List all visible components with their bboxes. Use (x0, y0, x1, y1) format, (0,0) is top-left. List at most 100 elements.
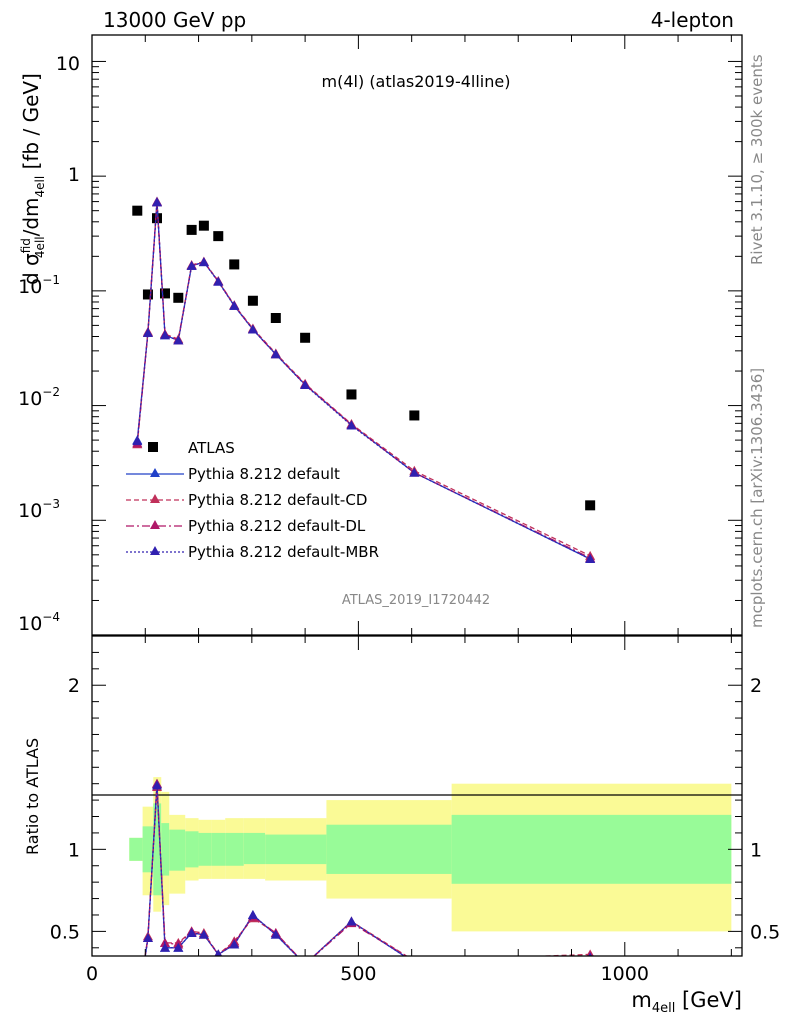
ratio-y-tick-label-right: 1 (750, 839, 762, 861)
ratio-point-pythia-8-212-default-mbr (173, 942, 184, 952)
ratio-y-axis-label: Ratio to ATLAS (23, 738, 42, 855)
mcplots-side-label: mcplots.cern.ch [arXiv:1306.3436] (748, 368, 766, 628)
ratio-point-pythia-8-212-default-mbr (247, 909, 258, 919)
top-point-atlas (159, 288, 170, 299)
x-axis-label: m4ell [GeV] (631, 988, 742, 1016)
inner-band-bin (185, 831, 199, 868)
ratio-point-pythia-8-212-default-mbr (300, 959, 310, 968)
y-tick-1e-1: 10−1 (18, 273, 60, 298)
ratio-point-pythia-8-212-default-mbr (132, 1007, 142, 1016)
top-point-atlas (132, 205, 143, 216)
ratio-point-pythia-8-212-default-mbr (152, 780, 162, 790)
ratio-point-pythia-8-212-default-dl (132, 1007, 142, 1016)
legend-marker-default (150, 468, 160, 477)
top-panel-frame (91, 34, 743, 636)
ylabel-part-3: /dm (19, 197, 43, 236)
top-point-pythia-8-212-default-mbr (247, 324, 258, 334)
inner-band-bin (161, 823, 170, 876)
top-y-axis-label: d σfid4ell/dm4ell [fb / GeV] (19, 73, 47, 285)
top-point-pythia-8-212-default-mbr (198, 257, 209, 267)
ratio-point-pythia-8-212-default-mbr (346, 916, 357, 926)
ratio-panel-frame (91, 635, 743, 957)
ylabel-part-0: d σ (19, 253, 43, 285)
legend-label-default-mbr: Pythia 8.212 default-MBR (188, 543, 379, 561)
top-point-pythia-8-212-default-mbr (270, 349, 281, 359)
x-tick-label: 0 (86, 963, 98, 985)
top-point-pythia-8-212-default-mbr (213, 276, 224, 286)
xlabel-part-0: m (631, 988, 651, 1012)
top-point-pythia-8-212-default-mbr (346, 420, 357, 430)
top-point-atlas (213, 231, 224, 242)
ratio-point-pythia-8-212-default (132, 1007, 142, 1016)
legend: ATLAS Pythia 8.212 default Pythia 8.212 … (126, 439, 379, 561)
xlabel-part-2: [GeV] (675, 988, 742, 1012)
y-tick-1e-2-base: 10 (18, 388, 42, 410)
top-point-atlas (270, 312, 281, 323)
y-tick-1e-4-exp: −4 (42, 610, 60, 624)
y-tick-1e-1-base: 10 (18, 276, 42, 298)
ylabel-part-2: 4ell (33, 236, 47, 258)
top-point-atlas (300, 332, 311, 343)
ratio-point-pythia-8-212-default-mbr (588, 952, 593, 956)
top-point-pythia-8-212-default-mbr (159, 330, 170, 340)
top-point-pythia-8-212-default-mbr (152, 197, 162, 207)
inner-band-bin (265, 834, 327, 865)
ratio-point-pythia-8-212-default-mbr (409, 958, 419, 967)
x-tick-label: 500 (340, 963, 376, 985)
top-point-atlas (247, 295, 258, 306)
top-point-pythia-8-212-default-mbr (229, 300, 240, 310)
inner-band-bin (211, 832, 226, 866)
y-tick-10: 10 (56, 53, 80, 75)
legend-marker-default-mbr (150, 546, 160, 555)
y-tick-1e-3-exp: −3 (42, 497, 60, 511)
ratio-y-tick-label-right: 2 (750, 675, 762, 697)
ratio-tick-labels: 0.5 0.5 1 1 2 2 0 500 1000 (50, 675, 780, 985)
top-point-atlas (346, 389, 357, 400)
top-point-atlas (229, 259, 240, 270)
inner-band-bin (326, 824, 452, 874)
legend-marker-default-dl (150, 520, 160, 529)
top-point-atlas (198, 220, 209, 231)
header-left-label: 13000 GeV pp (103, 8, 246, 32)
top-point-atlas (152, 213, 162, 224)
ratio-y-tick-label-left: 2 (68, 675, 80, 697)
ratio-point-pythia-8-212-default-mbr (229, 939, 240, 949)
inner-band-bin (225, 832, 244, 866)
ratio-uncertainty-bands (129, 777, 732, 932)
y-tick-1e-1-exp: −1 (42, 273, 60, 287)
ratio-point-pythia-8-212-default-mbr (142, 932, 153, 942)
y-tick-1: 1 (68, 164, 80, 186)
ratio-point-pythia-8-212-default-mbr (186, 928, 197, 938)
ratio-point-pythia-8-212-default-dl (414, 955, 415, 956)
top-point-pythia-8-212-default-mbr (142, 327, 153, 337)
ratio-point-pythia-8-212-default-dl (300, 959, 310, 968)
ratio-point-pythia-8-212-default (300, 959, 310, 968)
top-point-pythia-8-212-default-mbr (132, 436, 143, 446)
ratio-point-pythia-8-212-default-cd (132, 1007, 142, 1016)
top-point-atlas (409, 410, 420, 421)
y-tick-1e-3: 10−3 (18, 497, 60, 522)
top-point-pythia-8-212-default-mbr (186, 260, 197, 270)
top-point-atlas (186, 224, 197, 235)
top-point-pythia-8-212-default-mbr (173, 335, 184, 345)
rivet-side-label: Rivet 3.1.10, ≥ 300k events (748, 54, 766, 265)
top-series-layer (132, 196, 596, 563)
ratio-y-tick-label-right: 0.5 (750, 921, 780, 943)
top-point-atlas (585, 500, 596, 511)
ylabel-part-1: fid (19, 238, 33, 253)
legend-label-atlas: ATLAS (188, 439, 235, 457)
ratio-y-tick-label-left: 0.5 (50, 921, 80, 943)
ratio-point-pythia-8-212-default-mbr (159, 942, 170, 952)
ratio-point-pythia-8-212-default-mbr (198, 929, 209, 939)
y-tick-1e-4-base: 10 (18, 613, 42, 635)
y-tick-1e-3-base: 10 (18, 500, 42, 522)
top-point-pythia-8-212-default-mbr (585, 553, 596, 563)
ratio-point-pythia-8-212-default-cd (414, 955, 415, 956)
top-chart-title: m(4l) (atlas2019-4lline) (322, 72, 511, 91)
inner-band-bin (153, 803, 162, 896)
top-point-pythia-8-212-default-mbr (300, 380, 311, 390)
xlabel-part-1: 4ell (652, 1001, 676, 1016)
legend-label-default-cd: Pythia 8.212 default-CD (188, 491, 367, 509)
ratio-point-pythia-8-212-default-mbr (270, 929, 281, 939)
